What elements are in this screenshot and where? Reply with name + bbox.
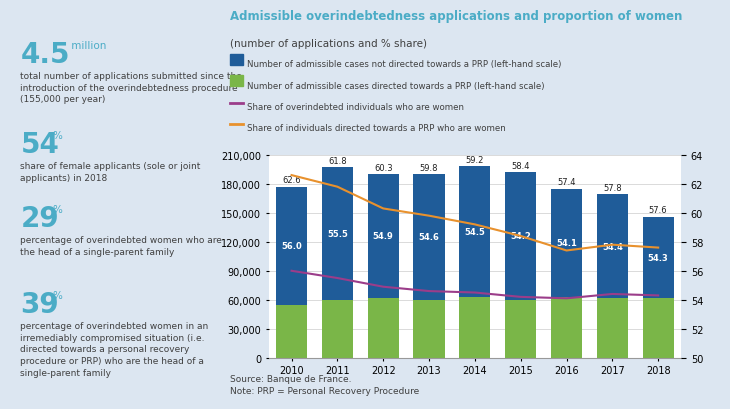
Text: Admissible overindebtedness applications and proportion of women: Admissible overindebtedness applications… [230,10,683,23]
Text: 54.1: 54.1 [556,239,577,247]
Bar [505,300,537,358]
Text: 57.8: 57.8 [603,184,622,193]
Bar [413,175,445,300]
Text: %: % [52,204,62,214]
Text: 62.6: 62.6 [283,176,301,185]
Bar [551,189,582,297]
Bar [596,298,628,358]
Text: 57.6: 57.6 [649,206,667,215]
Text: 54.6: 54.6 [418,233,439,242]
Text: 54.2: 54.2 [510,232,531,241]
Bar [551,297,582,358]
Text: 58.4: 58.4 [512,162,530,171]
Text: 55.5: 55.5 [327,229,347,238]
Text: total number of applications submitted since the
introduction of the overindebte: total number of applications submitted s… [20,72,242,104]
Bar [368,298,399,358]
Text: percentage of overindebted women in an
irremediably compromised situation (i.e.
: percentage of overindebted women in an i… [20,321,209,377]
Bar [368,175,399,298]
Text: 4.5: 4.5 [20,41,70,69]
Text: Share of individuals directed towards a PRP who are women: Share of individuals directed towards a … [247,124,506,133]
Text: %: % [52,130,62,140]
Text: 60.3: 60.3 [374,163,393,172]
Text: million: million [68,40,106,50]
Bar [505,173,537,300]
Text: Share of overindebted individuals who are women: Share of overindebted individuals who ar… [247,103,464,112]
Bar [642,298,674,358]
Bar [322,168,353,300]
Text: Number of admissible cases not directed towards a PRP (left-hand scale): Number of admissible cases not directed … [247,60,562,69]
Text: 54.3: 54.3 [648,253,669,262]
Text: 57.4: 57.4 [557,178,576,187]
Text: 54.5: 54.5 [464,227,485,236]
Text: 56.0: 56.0 [281,242,302,251]
Text: percentage of overindebted women who are
the head of a single-parent family: percentage of overindebted women who are… [20,235,223,256]
Bar [413,300,445,358]
Bar [276,187,307,305]
Bar [596,195,628,298]
Text: Note: PRP = Personal Recovery Procedure: Note: PRP = Personal Recovery Procedure [230,387,419,396]
Text: %: % [52,290,62,300]
Text: share of female applicants (sole or joint
applicants) in 2018: share of female applicants (sole or join… [20,162,201,182]
Text: 39: 39 [20,290,59,318]
Bar [642,217,674,298]
Text: 29: 29 [20,204,59,232]
Bar [322,300,353,358]
Bar [276,305,307,358]
Text: 54.9: 54.9 [373,232,393,241]
Text: 54.4: 54.4 [602,242,623,251]
Text: Source: Banque de France.: Source: Banque de France. [230,374,351,383]
Text: Number of admissible cases directed towards a PRP (left-hand scale): Number of admissible cases directed towa… [247,81,545,90]
Bar [459,167,491,297]
Text: 59.8: 59.8 [420,163,438,172]
Text: (number of applications and % share): (number of applications and % share) [230,39,427,49]
Text: 59.2: 59.2 [466,155,484,164]
Text: 54: 54 [20,131,59,159]
Text: 61.8: 61.8 [328,157,347,166]
Bar [459,297,491,358]
